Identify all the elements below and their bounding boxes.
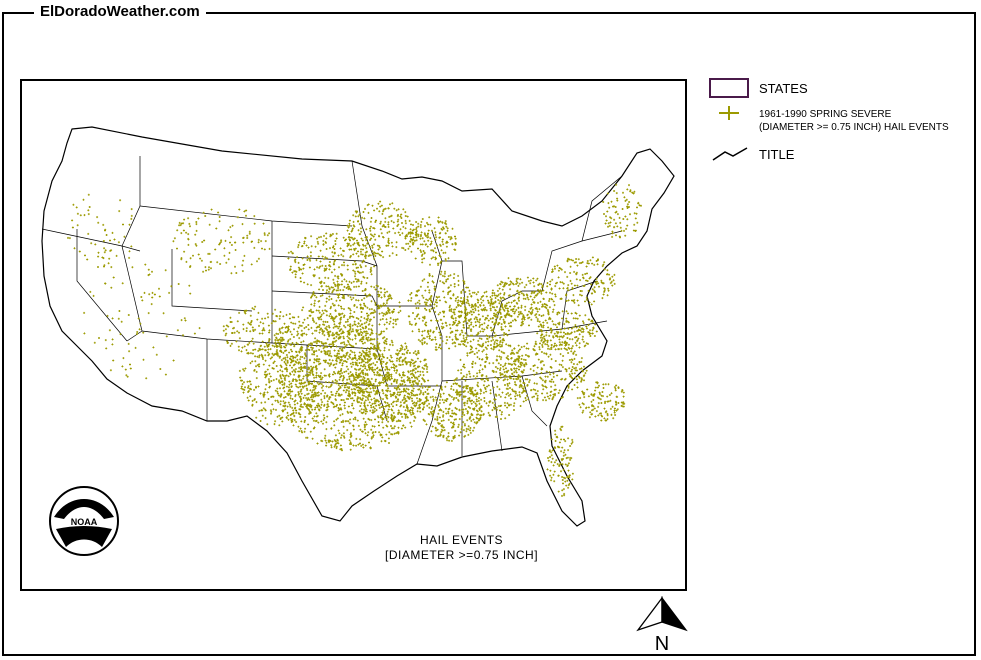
hail-event-markers bbox=[67, 183, 642, 497]
outer-frame bbox=[2, 12, 976, 656]
legend-states-label: STATES bbox=[759, 81, 808, 96]
site-title[interactable]: ElDoradoWeather.com bbox=[34, 3, 206, 21]
us-hail-map: NOAA bbox=[41, 126, 675, 556]
north-arrow: N bbox=[636, 596, 688, 657]
legend-hail-label-line2: (DIAMETER >= 0.75 INCH) HAIL EVENTS bbox=[759, 122, 949, 133]
north-arrow-icon: N bbox=[636, 596, 688, 655]
legend-hail-row: 1961-1990 SPRING SEVERE (DIAMETER >= 0.7… bbox=[709, 106, 979, 136]
legend-title-row: TITLE bbox=[709, 144, 909, 164]
state-outline-swatch bbox=[709, 78, 749, 98]
noaa-logo-text: NOAA bbox=[71, 517, 98, 527]
map-caption-line2: [DIAMETER >=0.75 INCH] bbox=[385, 548, 539, 562]
title-line-swatch bbox=[712, 147, 748, 161]
map-panel: NOAA bbox=[20, 79, 687, 591]
map-caption-line1: HAIL EVENTS bbox=[419, 533, 504, 547]
hail-marker-swatch bbox=[719, 106, 739, 120]
hail-marker-cloud bbox=[67, 183, 642, 497]
map-caption: HAIL EVENTS [DIAMETER >=0.75 INCH] bbox=[385, 533, 538, 563]
legend-title-label: TITLE bbox=[759, 147, 795, 162]
legend-hail-label-line1: 1961-1990 SPRING SEVERE bbox=[759, 109, 892, 120]
noaa-logo: NOAA bbox=[49, 486, 119, 556]
legend-states-row: STATES bbox=[709, 78, 909, 102]
north-label: N bbox=[655, 633, 669, 652]
